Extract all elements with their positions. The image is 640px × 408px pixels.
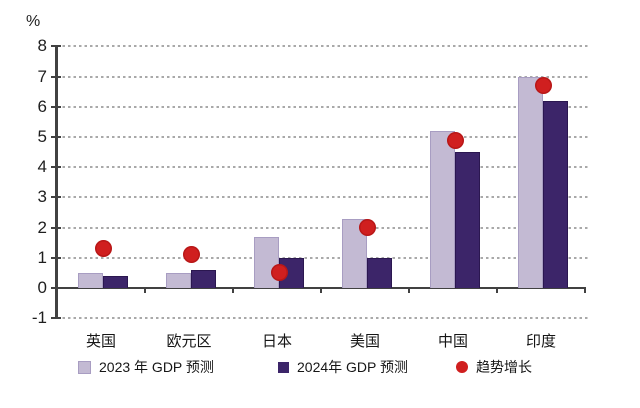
gridline — [57, 75, 588, 78]
y-axis-line — [55, 45, 58, 318]
gridline — [57, 166, 588, 169]
bar-2024-forecast — [191, 269, 216, 288]
x-axis-category-label: 欧元区 — [166, 333, 212, 350]
bar-2023-forecast — [166, 272, 191, 288]
legend-label: 2024年 GDP 预测 — [297, 359, 409, 375]
x-axis-category-label: 印度 — [525, 333, 556, 350]
x-axis-category-label: 美国 — [349, 333, 380, 350]
y-axis-tick-label: 4 — [37, 157, 47, 177]
x-axis-category-label: 日本 — [261, 333, 292, 350]
x-axis-tick — [144, 288, 146, 293]
y-axis-tick-label: -1 — [31, 308, 47, 328]
trend-growth-dot — [446, 131, 464, 149]
gridline — [57, 256, 588, 259]
x-axis-tick — [584, 288, 586, 293]
y-axis-tick-label: 8 — [37, 36, 47, 56]
trend-growth-dot — [182, 246, 200, 264]
gridline — [57, 45, 588, 48]
x-axis-tick — [408, 288, 410, 293]
y-axis-tick-label: 1 — [37, 247, 47, 267]
gridline — [57, 105, 588, 108]
y-axis-tick-label: 3 — [37, 187, 47, 207]
gridline — [57, 136, 588, 138]
trend-growth-dot — [270, 264, 288, 282]
x-axis-line — [55, 286, 586, 290]
legend-item-trend-growth: 趋势增长 — [456, 359, 532, 375]
bar-2024-forecast — [455, 152, 480, 288]
legend-item-2024-forecast: 2024年 GDP 预测 — [278, 359, 408, 375]
y-axis-tick-label: 5 — [37, 127, 47, 146]
y-axis-tick-label: 7 — [37, 66, 47, 86]
y-axis-tick-label: 6 — [37, 96, 47, 116]
gridline — [57, 317, 588, 320]
legend-label: 2023 年 GDP 预测 — [99, 359, 214, 375]
y-axis-unit-label: % — [26, 13, 41, 30]
legend-circle-marker — [456, 361, 468, 373]
x-axis-tick — [320, 288, 322, 293]
y-axis-tick-label: 2 — [37, 217, 47, 237]
bar-2024-forecast — [103, 275, 128, 288]
trend-growth-dot — [358, 219, 376, 237]
bar-2023-forecast — [430, 130, 455, 288]
gridline — [57, 196, 588, 199]
x-axis-tick — [496, 288, 498, 293]
y-axis-tick — [51, 317, 61, 320]
x-axis-category-label: 英国 — [85, 333, 116, 350]
y-axis-tick-label: 0 — [37, 278, 47, 297]
gridline — [57, 226, 588, 229]
bar-2023-forecast — [78, 272, 103, 288]
x-axis-tick — [232, 288, 234, 293]
legend-square-marker — [78, 360, 91, 374]
legend-label: 趋势增长 — [476, 359, 532, 375]
bar-2023-forecast — [518, 76, 543, 288]
legend-item-2023-forecast: 2023 年 GDP 预测 — [78, 359, 214, 375]
bar-2024-forecast — [367, 257, 392, 288]
legend-square-marker — [278, 361, 289, 373]
trend-growth-dot — [94, 240, 112, 258]
bar-2024-forecast — [543, 100, 568, 288]
trend-growth-dot — [534, 77, 552, 95]
x-axis-category-label: 中国 — [437, 333, 468, 350]
